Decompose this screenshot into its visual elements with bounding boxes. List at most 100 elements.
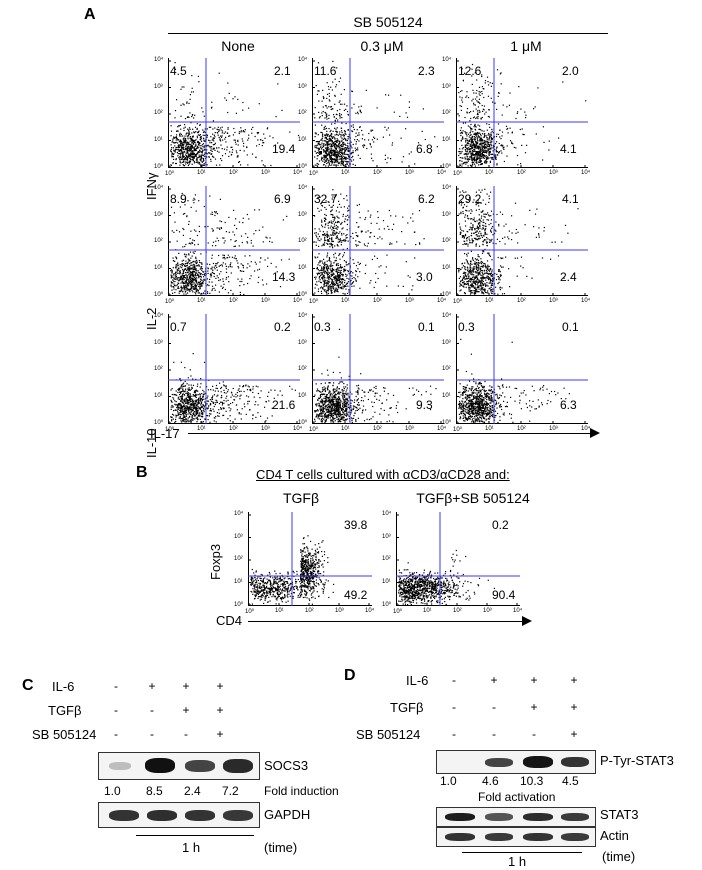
d-band-stat3-2: [485, 813, 513, 821]
plot-ifng-1um-ur-value: 2.0: [562, 64, 579, 78]
plot-ifng-none-ytick: 10¹: [154, 136, 163, 143]
plot-il10-0-3um-ul-value: 0.3: [314, 320, 331, 334]
d-sign-r2-c2: -: [532, 727, 536, 741]
plot-il10-none-xtick: 10⁴: [293, 426, 303, 432]
plot-il10-1um-ytick: 10²: [442, 366, 451, 372]
c-sign-r1-c0: -: [114, 703, 118, 717]
plot-ifng-0-3um-ur-value: 2.3: [418, 64, 435, 78]
d-row-label-sb: SB 505124: [356, 727, 421, 742]
c-sign-r2-c3: +: [216, 727, 224, 741]
plot-b-tgfb-ur-value: 39.8: [344, 518, 368, 532]
c-sign-r2-c2: -: [184, 727, 188, 741]
plot-il2-1um-svg: [456, 186, 588, 296]
c-sign-r1-c2: +: [182, 703, 190, 717]
c-band-socs3-1: [109, 762, 131, 770]
plot-il10-0-3um-ur-value: 0.1: [418, 320, 435, 334]
plot-il10-none-svg: [168, 314, 300, 424]
c-blot-gapdh: [98, 802, 260, 828]
plot-b-tgfb-sb-ytick: 10⁴: [382, 511, 392, 517]
plot-ifng-0-3um-xtick: 10²: [373, 170, 382, 176]
plot-il2-0-3um-xtick: 10³: [405, 298, 414, 304]
c-band-socs3-3: [185, 760, 215, 772]
plot-il10-1um-ytick: 10⁰: [442, 420, 452, 426]
plot-il10-none-xtick: 10⁰: [165, 427, 175, 433]
plot-il2-0-3um-ytick: 10²: [298, 238, 307, 244]
plot-il2-0-3um-ul-value: 32.7: [314, 192, 338, 206]
plot-il2-none-xtick: 10⁴: [293, 298, 303, 304]
plot-b-tgfb-lr-value: 49.2: [344, 588, 368, 602]
plot-b-tgfb-xtick: 10²: [305, 608, 314, 614]
plot-il2-none-xtick: 10⁰: [165, 299, 175, 305]
plot-b-tgfb: [248, 512, 372, 606]
plot-ifng-none: [168, 58, 300, 168]
plot-il10-none-ytick: 10³: [154, 339, 163, 346]
col-header-0-3um: 0.3 μM: [360, 38, 404, 54]
d-band-actin-4: [561, 833, 589, 841]
plot-b-tgfb-sb-xtick: 10¹: [423, 608, 432, 614]
c-band-gapdh-4: [223, 810, 253, 821]
c-band-gapdh-1: [109, 810, 139, 821]
plot-il2-none-events: [170, 192, 290, 296]
d-blot-ptyr-stat3: [436, 750, 596, 774]
plot-ifng-none-ul-value: 4.5: [170, 64, 187, 78]
d-blot-label-stat3: STAT3: [600, 807, 639, 822]
plot-il2-0-3um-ytick: 10¹: [298, 264, 307, 271]
plot-il10-1um-ul-value: 0.3: [458, 320, 475, 334]
d-blot-actin: [436, 827, 596, 847]
panel-b-arrow-line: [248, 621, 524, 622]
plot-ifng-0-3um-ytick: 10¹: [298, 136, 307, 143]
d-sign-r2-c0: -: [452, 727, 456, 741]
plot-b-tgfb-sb-xtick: 10³: [483, 608, 492, 614]
plot-il2-0-3um-xtick: 10²: [373, 298, 382, 304]
plot-il2-none-xtick: 10²: [229, 298, 238, 304]
d-time-label: (time): [602, 849, 636, 864]
plot-ifng-none-xtick: 10⁴: [293, 170, 303, 176]
plot-b-tgfb-ytick: 10²: [234, 556, 243, 562]
plot-il10-none-events: [170, 353, 296, 423]
panel-a-treatment-line: [168, 33, 608, 34]
plot-ifng-none-xtick: 10²: [229, 170, 238, 176]
plot-il2-none-ytick: 10¹: [154, 264, 163, 271]
plot-ifng-none-xtick: 10³: [261, 170, 270, 176]
plot-b-tgfb-ytick: 10⁰: [234, 602, 244, 608]
plot-ifng-0-3um-xtick: 10¹: [341, 170, 350, 176]
panel-a-letter: A: [84, 6, 96, 23]
d-sign-r1-c1: -: [492, 700, 496, 714]
plot-b-tgfb-sb-xtick: 10⁰: [393, 609, 403, 615]
plot-ifng-none-xtick: 10¹: [197, 170, 206, 176]
c-fold-value-2: 2.4: [184, 784, 201, 798]
c-sign-r1-c3: +: [216, 703, 224, 717]
plot-ifng-none-ytick: 10³: [154, 83, 163, 90]
c-time-label: (time): [264, 840, 298, 855]
plot-il2-none-lr-value: 14.3: [272, 270, 296, 284]
plot-b-tgfb-sb: [396, 512, 520, 606]
plot-b-tgfb-xtick: 10¹: [275, 608, 284, 614]
d-fold-value-2: 10.3: [520, 774, 544, 788]
c-time: 1 h: [182, 840, 201, 855]
panel-b-arrow-head-icon: [522, 616, 532, 626]
x-axis-label-il17: IL-17: [150, 426, 180, 441]
c-sign-r0-c3: +: [216, 679, 224, 693]
plot-b-tgfb-ytick: 10¹: [234, 578, 243, 585]
plot-il10-0-3um-ytick: 10³: [298, 339, 307, 346]
d-time: 1 h: [508, 854, 527, 869]
plot-il10-0-3um-svg: [312, 314, 444, 424]
plot-il2-1um-xtick: 10⁰: [453, 299, 463, 305]
plot-il2-none-ytick: 10²: [154, 238, 163, 244]
plot-ifng-1um-lr-value: 4.1: [560, 142, 577, 156]
c-fold-value-0: 1.0: [104, 784, 121, 798]
plot-il10-1um-xtick: 10⁰: [453, 427, 463, 433]
plot-ifng-0-3um-xtick: 10⁴: [437, 170, 447, 176]
plot-il2-none-xtick: 10¹: [197, 298, 206, 304]
plot-il10-none-lr-value: 21.6: [272, 398, 296, 412]
plot-b-tgfb-sb-ytick: 10⁰: [382, 602, 392, 608]
plot-il10-0-3um-lr-value: 9.3: [416, 398, 433, 412]
col-header-1um: 1 μM: [510, 38, 542, 54]
plot-ifng-0-3um-svg: [312, 58, 444, 168]
plot-il10-0-3um-xtick: 10⁴: [437, 426, 447, 432]
plot-il10-none: [168, 314, 300, 424]
c-band-gapdh-2: [147, 810, 177, 821]
plot-il10-1um-xtick: 10¹: [485, 426, 494, 432]
plot-ifng-1um-ytick: 10¹: [442, 136, 451, 143]
d-sign-r0-c2: +: [530, 673, 538, 687]
